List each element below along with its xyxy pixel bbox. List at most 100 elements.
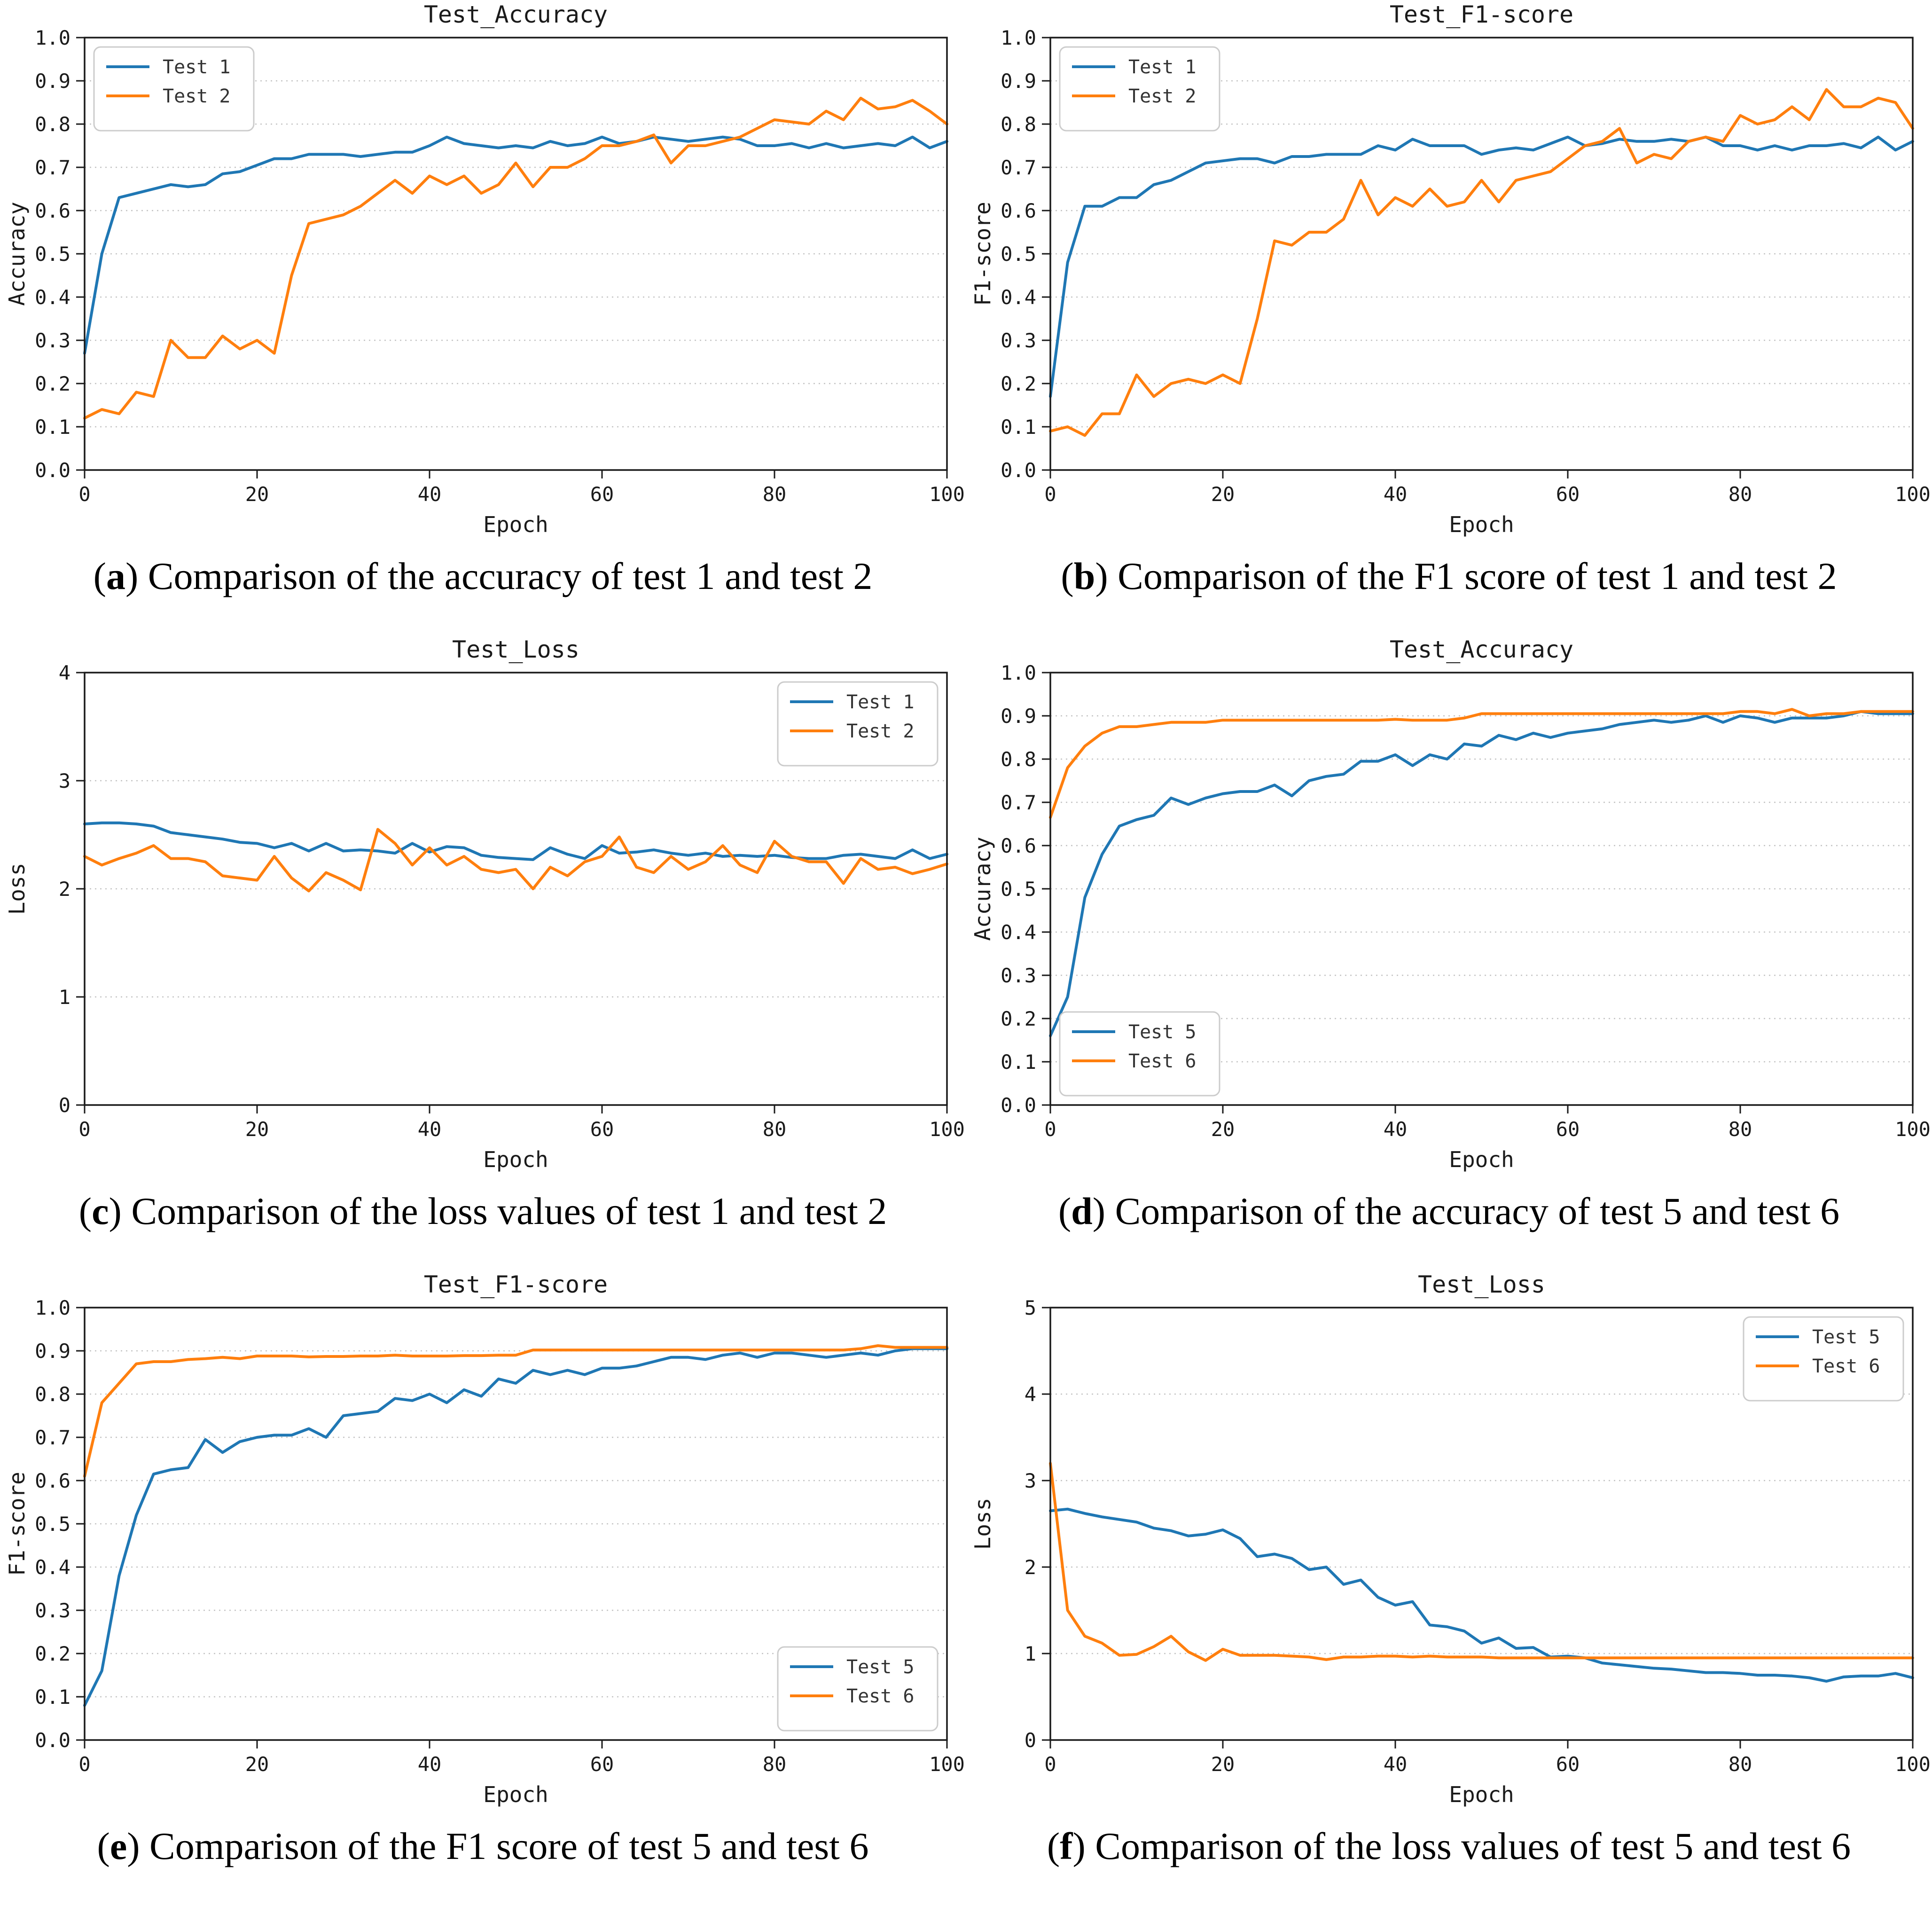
series-line-test-5 xyxy=(1049,1507,1914,1683)
y-tick-label: 2 xyxy=(59,878,70,901)
x-tick-label: 100 xyxy=(1895,1118,1931,1141)
x-tick-label: 80 xyxy=(1729,1118,1752,1141)
y-tick-label: 0.8 xyxy=(1001,113,1036,136)
x-tick-label: 20 xyxy=(245,483,269,506)
x-tick-label: 100 xyxy=(929,1118,965,1141)
legend-label-test-6: Test 6 xyxy=(1128,1050,1197,1072)
caption-close-paren: ) xyxy=(127,1825,140,1867)
y-tick-label: 0.0 xyxy=(1001,1094,1036,1117)
x-tick-label: 40 xyxy=(1384,1118,1408,1141)
x-tick-label: 100 xyxy=(1895,1753,1931,1776)
y-tick-label: 0.3 xyxy=(1001,329,1036,352)
x-tick-label: 60 xyxy=(590,1118,614,1141)
y-tick-label: 0.2 xyxy=(35,372,70,395)
subfigure-caption-c: (c) Comparison of the loss values of tes… xyxy=(0,1189,966,1233)
y-tick-label: 0.5 xyxy=(35,243,70,266)
legend-label-test-1: Test 1 xyxy=(163,56,231,78)
legend-label-test-6: Test 6 xyxy=(1812,1356,1880,1377)
x-tick-label: 40 xyxy=(1384,1753,1408,1776)
y-tick-label: 0.9 xyxy=(1001,705,1036,728)
figure-cell-c: Test_Loss 0 20 40 60 80 100 0 1 2 3 4 Epoch Loss Test … xyxy=(0,635,966,1270)
x-tick-label: 100 xyxy=(1895,483,1931,506)
y-tick-label: 0.3 xyxy=(35,329,70,352)
chart-svg-test-accuracy-1-2: Test_Accuracy 0 20 40 60 80 100 0.0 0.1 0.2 0.3 0.4… xyxy=(4,1,965,537)
y-tick-label: 0.9 xyxy=(1001,70,1036,93)
y-axis-label: Accuracy xyxy=(970,837,995,941)
legend-label-test-5: Test 5 xyxy=(1128,1021,1197,1043)
x-tick-label: 20 xyxy=(1211,1753,1235,1776)
legend-label-test-5: Test 5 xyxy=(1812,1326,1880,1348)
chart-svg-test-f1-5-6: Test_F1-score 0 20 40 60 80 100 0.0 0.1 0.2 0.3 0.4… xyxy=(4,1271,965,1807)
legend: Test 5 Test 6 xyxy=(777,1646,939,1732)
y-tick-label: 0.7 xyxy=(35,156,70,179)
series-line-test-5 xyxy=(83,1347,948,1707)
y-axis-label: Loss xyxy=(4,863,30,915)
x-tick-label: 20 xyxy=(245,1118,269,1141)
caption-open-paren: ( xyxy=(78,1190,92,1232)
y-axis-label: Loss xyxy=(970,1498,995,1550)
y-tick-label: 5 xyxy=(1025,1296,1036,1319)
caption-letter: d xyxy=(1071,1190,1093,1232)
y-tick-label: 0.1 xyxy=(1001,1050,1036,1074)
caption-open-paren: ( xyxy=(1058,1190,1072,1232)
chart-title: Test_Accuracy xyxy=(1390,636,1573,663)
x-tick-label: 0 xyxy=(78,483,90,506)
series-line-test-2 xyxy=(1049,88,1914,437)
plot-border xyxy=(1049,1307,1914,1741)
y-tick-label: 0.9 xyxy=(35,1340,70,1363)
x-tick-label: 40 xyxy=(418,1118,442,1141)
chart-title: Test_F1-score xyxy=(424,1271,608,1298)
figure-cell-a: Test_Accuracy 0 20 40 60 80 100 0.0 0.1 0.2 0.3 0.4… xyxy=(0,0,966,635)
y-tick-label: 0.0 xyxy=(35,459,70,482)
chart-title: Test_F1-score xyxy=(1390,1,1573,28)
y-tick-label: 1 xyxy=(1025,1642,1036,1665)
y-axis-label: F1-score xyxy=(4,1472,30,1576)
caption-close-paren: ) xyxy=(1095,555,1108,597)
x-tick-label: 80 xyxy=(1729,1753,1752,1776)
y-tick-label: 4 xyxy=(59,661,70,684)
y-tick-label: 3 xyxy=(1025,1469,1036,1492)
figure-cell-d: Test_Accuracy 0 20 40 60 80 100 0.0 0.1 0.2 0.3 0.4… xyxy=(966,635,1932,1270)
y-tick-label: 0.7 xyxy=(35,1426,70,1449)
y-tick-label: 0 xyxy=(1025,1729,1036,1752)
y-tick-label: 1.0 xyxy=(35,1296,70,1319)
x-tick-label: 100 xyxy=(929,1753,965,1776)
series-line-test-2 xyxy=(83,96,948,420)
subfigure-caption-f: (f) Comparison of the loss values of tes… xyxy=(966,1824,1932,1868)
y-tick-label: 0.3 xyxy=(35,1599,70,1622)
series-line-test-1 xyxy=(83,135,948,355)
y-tick-label: 0.3 xyxy=(1001,964,1036,987)
y-tick-label: 0.7 xyxy=(1001,791,1036,814)
caption-text: Comparison of the loss values of test 1 … xyxy=(131,1190,887,1232)
y-tick-label: 0.9 xyxy=(35,70,70,93)
x-tick-label: 0 xyxy=(1044,1118,1056,1141)
x-tick-label: 60 xyxy=(1556,483,1580,506)
y-tick-label: 0.6 xyxy=(1001,199,1036,222)
x-tick-label: 60 xyxy=(1556,1753,1580,1776)
y-tick-label: 0.0 xyxy=(1001,459,1036,482)
y-axis-label: Accuracy xyxy=(4,202,30,306)
chart-svg-test-f1-1-2: Test_F1-score 0 20 40 60 80 100 0.0 0.1 0.2 0.3 0.4… xyxy=(970,1,1931,537)
x-tick-label: 80 xyxy=(763,1753,787,1776)
legend-label-test-5: Test 5 xyxy=(846,1656,915,1678)
y-tick-label: 0.4 xyxy=(35,286,70,309)
legend-label-test-2: Test 2 xyxy=(1128,86,1197,107)
series-line-test-1 xyxy=(1049,135,1914,398)
caption-close-paren: ) xyxy=(109,1190,122,1232)
caption-text: Comparison of the loss values of test 5 … xyxy=(1095,1825,1851,1867)
legend-label-test-1: Test 1 xyxy=(846,691,915,713)
x-axis-label: Epoch xyxy=(1449,1147,1514,1172)
x-tick-label: 20 xyxy=(1211,1118,1235,1141)
y-tick-label: 0.5 xyxy=(35,1513,70,1536)
y-tick-label: 0.6 xyxy=(1001,834,1036,857)
y-tick-label: 0.4 xyxy=(35,1556,70,1579)
caption-text: Comparison of the F1 score of test 5 and… xyxy=(149,1825,869,1867)
y-tick-label: 1 xyxy=(59,986,70,1009)
legend-label-test-6: Test 6 xyxy=(846,1685,915,1707)
series-line-test-1 xyxy=(83,821,948,861)
chart-title: Test_Loss xyxy=(1418,1271,1545,1298)
x-tick-label: 0 xyxy=(1044,1753,1056,1776)
x-tick-label: 20 xyxy=(245,1753,269,1776)
y-tick-label: 0.2 xyxy=(35,1642,70,1665)
figure-cell-f: Test_Loss 0 20 40 60 80 100 0 1 2 3 4 5 Epoch Loss Test… xyxy=(966,1270,1932,1905)
